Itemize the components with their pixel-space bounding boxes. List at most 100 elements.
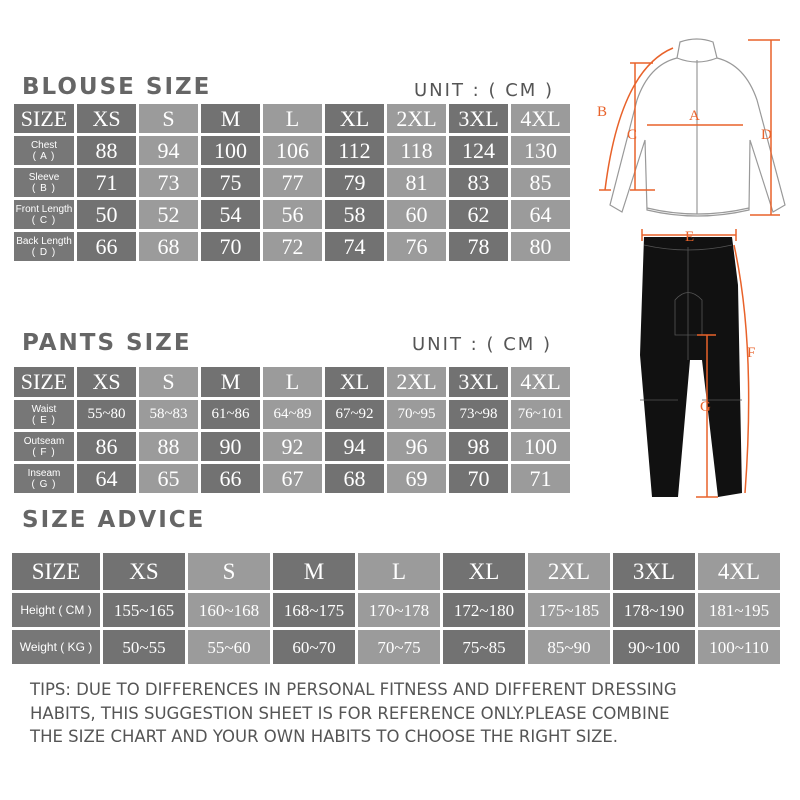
size-column-header: M <box>201 367 260 397</box>
row-label-code: ( B ) <box>32 182 56 194</box>
row-label-code: ( C ) <box>31 214 57 226</box>
size-column-header: S <box>188 553 270 590</box>
value-cell: 50 <box>77 200 136 229</box>
table-row: Outseam( F ) 86 88 90 92 94 96 98 100 <box>14 432 570 461</box>
value-cell: 168~175 <box>273 593 355 627</box>
size-header-cell: SIZE <box>14 104 74 133</box>
value-cell: 64~89 <box>263 400 322 429</box>
header-row: SIZE XS S M L XL 2XL 3XL 4XL <box>14 367 570 397</box>
value-cell: 88 <box>139 432 198 461</box>
value-cell: 68 <box>325 464 384 493</box>
measure-f-label: F <box>747 345 755 361</box>
row-label-name: Sleeve <box>28 171 60 183</box>
row-label-code: ( A ) <box>32 150 56 162</box>
size-column-header: 3XL <box>449 367 508 397</box>
table-row: Front Length( C ) 50 52 54 56 58 60 62 64 <box>14 200 570 229</box>
size-header-cell: SIZE <box>12 553 100 590</box>
table-row: Back Length( D ) 66 68 70 72 74 76 78 80 <box>14 232 570 261</box>
value-cell: 98 <box>449 432 508 461</box>
size-column-header: S <box>139 104 198 133</box>
measure-d-label: D <box>761 127 772 143</box>
value-cell: 88 <box>77 136 136 165</box>
value-cell: 62 <box>449 200 508 229</box>
value-cell: 60 <box>387 200 446 229</box>
tips-line: TIPS: DUE TO DIFFERENCES IN PERSONAL FIT… <box>30 680 677 699</box>
value-cell: 70 <box>201 232 260 261</box>
size-column-header: 4XL <box>698 553 780 590</box>
row-label-name: Inseam <box>27 467 61 479</box>
size-column-header: XS <box>77 104 136 133</box>
value-cell: 155~165 <box>103 593 185 627</box>
measure-f-line <box>733 244 750 494</box>
pants-unit: UNIT : ( CM ) <box>412 334 553 355</box>
size-advice-title: SIZE ADVICE <box>22 507 206 533</box>
tips-line: HABITS, THIS SUGGESTION SHEET IS FOR REF… <box>30 703 670 723</box>
row-label-code: ( D ) <box>31 246 57 258</box>
value-cell: 90 <box>201 432 260 461</box>
table-row: Inseam( G ) 64 65 66 67 68 69 70 71 <box>14 464 570 493</box>
value-cell: 73~98 <box>449 400 508 429</box>
value-cell: 92 <box>263 432 322 461</box>
value-cell: 94 <box>325 432 384 461</box>
value-cell: 76~101 <box>511 400 570 429</box>
value-cell: 178~190 <box>613 593 695 627</box>
value-cell: 75~85 <box>443 630 525 664</box>
value-cell: 83 <box>449 168 508 197</box>
value-cell: 77 <box>263 168 322 197</box>
value-cell: 58~83 <box>139 400 198 429</box>
value-cell: 60~70 <box>273 630 355 664</box>
row-label: Front Length( C ) <box>14 200 74 229</box>
value-cell: 79 <box>325 168 384 197</box>
value-cell: 170~178 <box>358 593 440 627</box>
value-cell: 106 <box>263 136 322 165</box>
pants-shape <box>640 237 742 497</box>
value-cell: 66 <box>201 464 260 493</box>
value-cell: 80 <box>511 232 570 261</box>
value-cell: 94 <box>139 136 198 165</box>
value-cell: 160~168 <box>188 593 270 627</box>
jersey-outline <box>609 38 786 217</box>
size-column-header: 3XL <box>449 104 508 133</box>
row-label: Height ( CM ) <box>12 593 100 627</box>
value-cell: 71 <box>77 168 136 197</box>
jersey-diagram: B C A D <box>597 38 786 217</box>
value-cell: 70~75 <box>358 630 440 664</box>
value-cell: 172~180 <box>443 593 525 627</box>
value-cell: 64 <box>511 200 570 229</box>
row-label: Sleeve( B ) <box>14 168 74 197</box>
value-cell: 68 <box>139 232 198 261</box>
size-column-header: L <box>263 104 322 133</box>
value-cell: 118 <box>387 136 446 165</box>
blouse-size-table: SIZE XS S M L XL 2XL 3XL 4XL Chest( A ) 88 94 100 106… <box>14 104 570 264</box>
value-cell: 86 <box>77 432 136 461</box>
row-label-name: Chest <box>30 139 58 151</box>
value-cell: 54 <box>201 200 260 229</box>
value-cell: 100 <box>511 432 570 461</box>
pants-size-title: PANTS SIZE <box>22 330 192 356</box>
table-row: Chest( A ) 88 94 100 106 112 118 124 130 <box>14 136 570 165</box>
row-label: Chest( A ) <box>14 136 74 165</box>
measure-b-label: B <box>597 104 607 120</box>
measure-a-label: A <box>689 108 700 124</box>
pants-size-table: SIZE XS S M L XL 2XL 3XL 4XL Waist( E ) 55~80 58~83… <box>14 367 570 496</box>
row-label-name: Outseam <box>23 435 65 447</box>
row-label-name: Back Length <box>16 235 72 247</box>
size-column-header: L <box>358 553 440 590</box>
measure-e-label: E <box>685 229 694 245</box>
row-label-name: Height ( CM ) <box>20 602 92 617</box>
value-cell: 96 <box>387 432 446 461</box>
value-cell: 52 <box>139 200 198 229</box>
size-column-header: S <box>139 367 198 397</box>
value-cell: 81 <box>387 168 446 197</box>
size-column-header: 4XL <box>511 367 570 397</box>
size-column-header: XL <box>443 553 525 590</box>
header-row: SIZE XS S M L XL 2XL 3XL 4XL <box>12 553 780 590</box>
value-cell: 85 <box>511 168 570 197</box>
value-cell: 90~100 <box>613 630 695 664</box>
value-cell: 67 <box>263 464 322 493</box>
pants-diagram: E F G <box>640 229 755 498</box>
size-column-header: M <box>273 553 355 590</box>
value-cell: 69 <box>387 464 446 493</box>
value-cell: 112 <box>325 136 384 165</box>
value-cell: 85~90 <box>528 630 610 664</box>
